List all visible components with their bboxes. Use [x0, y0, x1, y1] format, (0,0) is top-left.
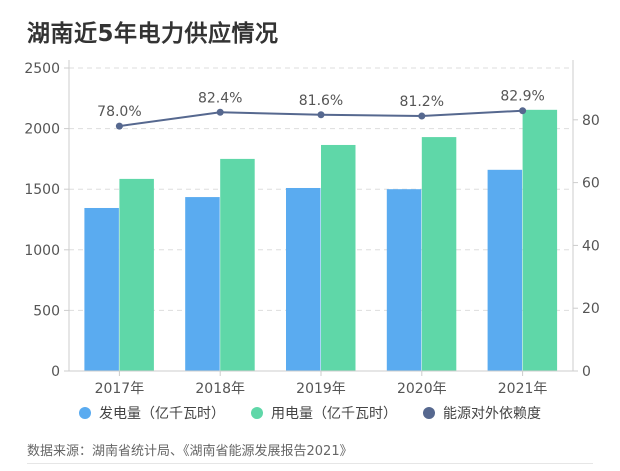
- bar-consumption: [119, 178, 154, 371]
- ratio-line: [115, 107, 527, 130]
- bar-consumption: [522, 109, 558, 372]
- right-tick-label: 40: [582, 238, 600, 254]
- data-source: 数据来源：湖南省统计局、《湖南省能源发展报告2021》: [27, 444, 353, 459]
- bar-generation: [487, 169, 523, 371]
- chart-title: 湖南近5年电力供应情况: [27, 21, 279, 47]
- axes: [64, 60, 578, 376]
- bar-consumption: [421, 137, 457, 371]
- footer-divider: [27, 463, 593, 464]
- ratio-point: [216, 108, 224, 116]
- x-tick-label: 2017年: [95, 381, 145, 397]
- chart-svg: 0 500 1000 1500 2000 2500 0 20 40 60 80 2017年 2018年 2…: [24, 60, 600, 397]
- legend-label: 能源对外依赖度: [443, 406, 541, 422]
- ratio-data-label: 81.6%: [299, 93, 343, 109]
- bar-generation: [286, 187, 321, 371]
- ratio-data-label: 78.0%: [97, 104, 141, 120]
- ratio-point: [115, 122, 123, 130]
- bars: [84, 109, 558, 372]
- x-tick-label: 2019年: [296, 381, 346, 397]
- legend-item-generation[interactable]: 发电量（亿千瓦时）: [79, 403, 225, 423]
- left-tick-label: 1000: [24, 243, 60, 259]
- left-tick-label: 500: [33, 303, 60, 319]
- left-tick-label: 2000: [24, 122, 60, 138]
- left-tick-label: 1500: [24, 182, 60, 198]
- legend-label: 用电量（亿千瓦时）: [271, 406, 397, 422]
- x-tick-label: 2018年: [195, 381, 245, 397]
- legend-dot-consumption-icon: [251, 407, 263, 419]
- ratio-data-label: 81.2%: [400, 94, 444, 110]
- bar-generation: [185, 197, 220, 371]
- legend: 发电量（亿千瓦时） 用电量（亿千瓦时） 能源对外依赖度: [0, 403, 620, 423]
- x-tick-label: 2020年: [397, 381, 447, 397]
- legend-label: 发电量（亿千瓦时）: [99, 406, 225, 422]
- ratio-point: [519, 107, 527, 115]
- ratio-data-label: 82.9%: [500, 89, 544, 105]
- ratio-point: [317, 111, 325, 119]
- right-tick-label: 0: [582, 364, 591, 380]
- left-tick-label: 0: [51, 364, 60, 380]
- right-tick-label: 60: [582, 176, 600, 192]
- legend-dot-ratio-icon: [423, 407, 435, 419]
- ratio-point: [418, 112, 426, 120]
- bar-generation: [84, 207, 119, 371]
- right-tick-label: 20: [582, 301, 600, 317]
- ratio-data-label: 82.4%: [198, 90, 242, 106]
- labels: 0 500 1000 1500 2000 2500 0 20 40 60 80 2017年 2018年 2…: [24, 61, 599, 397]
- bar-consumption: [321, 144, 356, 371]
- legend-dot-generation-icon: [79, 407, 91, 419]
- legend-item-ratio[interactable]: 能源对外依赖度: [423, 403, 541, 423]
- left-tick-label: 2500: [24, 61, 60, 77]
- x-tick-label: 2021年: [498, 381, 548, 397]
- legend-item-consumption[interactable]: 用电量（亿千瓦时）: [251, 403, 397, 423]
- bar-generation: [386, 189, 422, 371]
- right-tick-label: 80: [582, 113, 600, 129]
- bar-consumption: [220, 158, 255, 371]
